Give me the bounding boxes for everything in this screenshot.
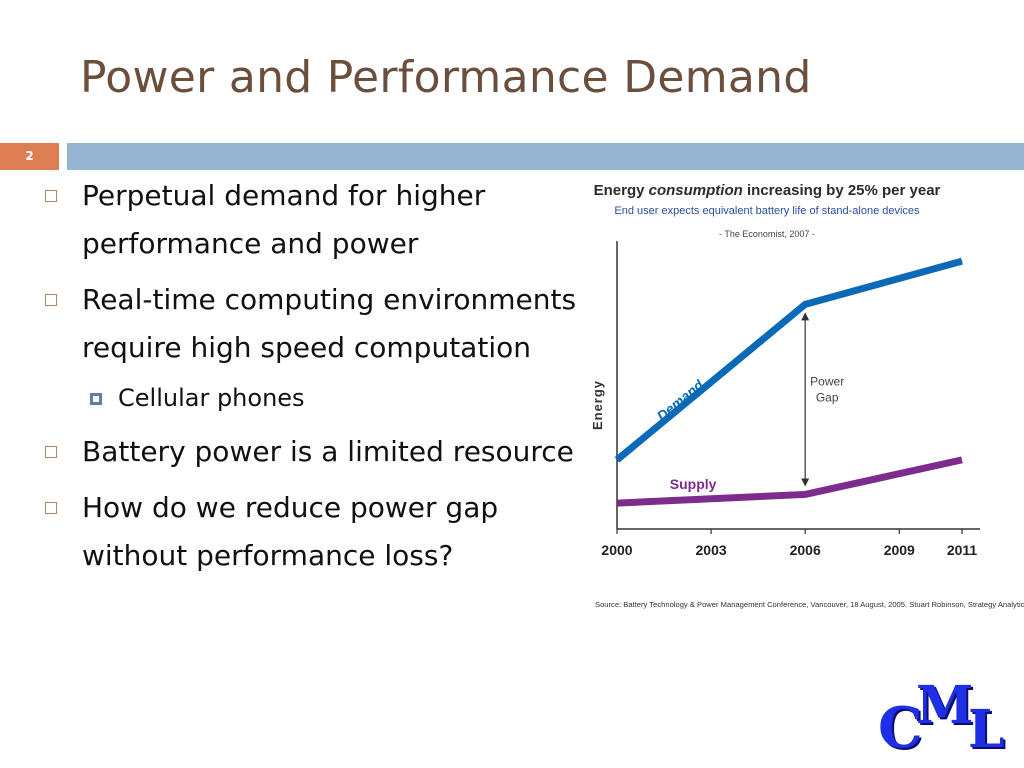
hollow-square-bullet-icon (45, 294, 57, 306)
power-gap-label: Power (810, 374, 844, 388)
bullet-text: Battery power is a limited resource (82, 435, 574, 468)
x-tick-label: 2011 (947, 542, 978, 558)
chart-title: Energy consumption increasing by 25% per… (580, 182, 954, 199)
energy-chart: Energy consumption increasing by 25% per… (580, 176, 1024, 622)
series-label-supply: Supply (670, 476, 717, 492)
sub-bullet-item: Cellular phones (40, 380, 580, 416)
bullet-text: Perpetual demand for higher performance … (82, 179, 486, 260)
title-divider-bar (67, 143, 1024, 170)
filled-square-bullet-icon (90, 393, 102, 405)
chart-quote: - The Economist, 2007 - (719, 229, 815, 239)
bullet-item: Perpetual demand for higher performance … (40, 172, 580, 268)
series-line-demand (614, 257, 963, 463)
bullet-item: How do we reduce power gap without perfo… (40, 484, 580, 580)
slide-title: Power and Performance Demand (80, 52, 812, 103)
chart-title-emphasis: consumption (648, 182, 743, 199)
y-axis-label: Energy (590, 380, 605, 430)
bullet-text: Real-time computing environments require… (82, 283, 577, 364)
chart-title-part: Energy (593, 182, 649, 199)
bullet-item: Battery power is a limited resource (40, 428, 580, 476)
chart-source: Source: Battery Technology & Power Manag… (595, 600, 1024, 609)
x-tick-label: 2003 (696, 542, 727, 558)
logo-letter-m: M (916, 675, 974, 736)
series-label-demand: Demand (654, 376, 707, 424)
chart-title-part: increasing by 25% per year (742, 182, 941, 199)
sub-bullet-text: Cellular phones (118, 384, 305, 412)
cml-logo: C M L (878, 680, 1018, 760)
series-line-supply (616, 456, 963, 507)
hollow-square-bullet-icon (45, 502, 57, 514)
hollow-square-bullet-icon (45, 190, 57, 202)
chart-plot-area: 2000 2003 2006 2009 2011 Energy Demand Supply Po… (590, 241, 980, 558)
x-tick-label: 2009 (884, 542, 915, 558)
power-gap-arrowhead-down (801, 478, 810, 487)
bullet-text: How do we reduce power gap without perfo… (82, 491, 499, 572)
bullet-item: Real-time computing environments require… (40, 276, 580, 372)
logo-letter-c: C (878, 695, 923, 761)
logo-letter-l: L (968, 699, 1005, 760)
chart-subtitle: End user expects equivalent battery life… (614, 205, 920, 217)
hollow-square-bullet-icon (45, 446, 57, 458)
x-tick-label: 2006 (790, 542, 821, 558)
slide-number: 2 (0, 143, 59, 170)
power-gap-label: Gap (816, 390, 839, 404)
bullet-list: Perpetual demand for higher performance … (40, 172, 580, 588)
x-tick-label: 2000 (601, 542, 632, 558)
power-gap-arrowhead-up (801, 312, 810, 321)
